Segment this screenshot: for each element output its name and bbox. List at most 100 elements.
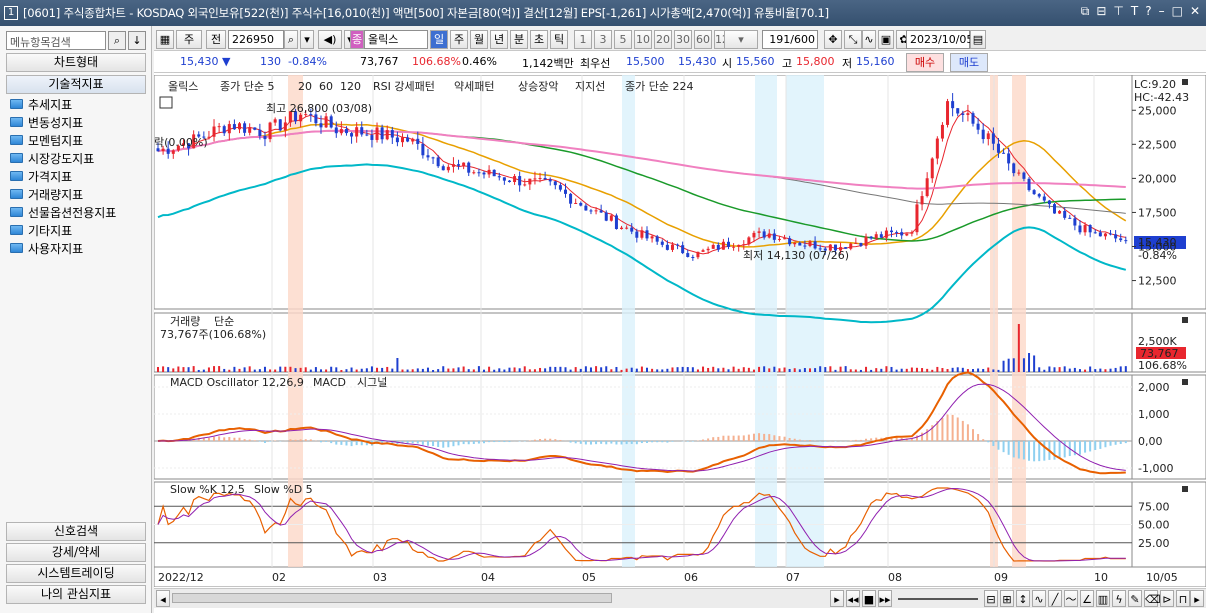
tech-indicators-header[interactable]: 기술적지표	[6, 75, 146, 94]
candle-body	[217, 126, 221, 128]
help-icon[interactable]: ?	[1145, 4, 1152, 18]
panel-close-icon[interactable]	[1182, 486, 1188, 492]
rewind-icon[interactable]: ◂◂	[846, 590, 860, 607]
macd-osc-bar	[1007, 441, 1010, 455]
period-year[interactable]: 년	[490, 30, 508, 49]
macd-osc-bar	[539, 438, 542, 441]
search-icon[interactable]: ⌕	[284, 30, 298, 49]
speaker-icon[interactable]: ◀)	[318, 30, 342, 49]
volume-bar	[951, 367, 954, 372]
save-icon[interactable]: ▣	[878, 30, 894, 49]
panel-close-icon[interactable]	[1182, 317, 1188, 323]
period-tick[interactable]: 틱	[550, 30, 568, 49]
indicator-category-1[interactable]: 추세지표	[6, 95, 146, 113]
bars-icon[interactable]: ▥	[1096, 590, 1110, 607]
zoom-out-icon[interactable]: ⊟	[984, 590, 998, 607]
macd-osc-bar	[727, 435, 730, 441]
interval-60[interactable]: 60	[694, 30, 712, 49]
fit-icon[interactable]: ↕	[1016, 590, 1030, 607]
my-indicators-button[interactable]: 나의 관심지표	[6, 585, 146, 604]
interval-10[interactable]: 10	[634, 30, 652, 49]
volume-bar	[834, 369, 837, 372]
minimize-icon[interactable]: –	[1158, 4, 1165, 18]
interval-3[interactable]: 3	[594, 30, 612, 49]
period-day[interactable]: 일	[430, 30, 448, 49]
angle-icon[interactable]: ∠	[1080, 590, 1094, 607]
maximize-icon[interactable]: □	[1171, 4, 1183, 18]
play-icon[interactable]: ▸	[830, 590, 844, 607]
candle-body	[686, 253, 690, 257]
scroll-left-icon[interactable]: ◂	[156, 590, 170, 607]
strength-button[interactable]: 강세/약세	[6, 543, 146, 562]
zoom-icon[interactable]: ⤡	[844, 30, 862, 49]
trend-icon[interactable]: ∿	[862, 30, 876, 49]
scroll-right-icon[interactable]: ▸	[1190, 590, 1204, 607]
layout-icon[interactable]: ⊟	[1096, 4, 1107, 18]
signal-search-button[interactable]: 신호검색	[6, 522, 146, 541]
stock-chart[interactable]: 올릭스 종가 단순 5 20 60 120 RSI 강세패턴 약세패턴 상승장악…	[154, 75, 1206, 587]
crosshair-icon[interactable]: ✥	[824, 30, 842, 49]
interval-20[interactable]: 20	[654, 30, 672, 49]
chart-type-header[interactable]: 차트형태	[6, 53, 146, 72]
grid-icon[interactable]: ▦	[156, 30, 174, 49]
calendar-icon[interactable]: ▤	[970, 30, 986, 49]
buy-button[interactable]: 매수	[906, 53, 944, 72]
restore-icon[interactable]: ⧉	[1080, 4, 1090, 18]
indicator-category-2[interactable]: 변동성지표	[6, 113, 146, 131]
delete-icon[interactable]: ⌫	[1144, 590, 1161, 607]
text-icon[interactable]: T	[1130, 4, 1139, 18]
sell-button[interactable]: 매도	[950, 53, 988, 72]
line-icon[interactable]: ╱	[1048, 590, 1062, 607]
indicator-category-6[interactable]: 거래량지표	[6, 185, 146, 203]
candle-body	[574, 202, 578, 204]
indicator-category-7[interactable]: 선물옵션전용지표	[6, 203, 146, 221]
pencil-icon[interactable]: ✎	[1128, 590, 1142, 607]
candle-body	[986, 133, 990, 140]
macd-osc-bar	[1012, 441, 1015, 458]
close-icon[interactable]: ✕	[1189, 4, 1200, 18]
period-week[interactable]: 주	[450, 30, 468, 49]
volume-bar	[391, 368, 394, 372]
tag-icon[interactable]: ⊳	[1160, 590, 1174, 607]
period-month[interactable]: 월	[470, 30, 488, 49]
download-icon[interactable]: ↓	[128, 31, 146, 50]
panel-close-icon[interactable]	[1182, 79, 1188, 85]
interval-30[interactable]: 30	[674, 30, 692, 49]
forward-icon[interactable]: ▸▸	[878, 590, 892, 607]
indicator-category-9[interactable]: 사용자지표	[6, 239, 146, 257]
zoom-in-icon[interactable]: ⊞	[1000, 590, 1014, 607]
stock-code-input[interactable]: 226950	[228, 30, 284, 49]
interval-5[interactable]: 5	[614, 30, 632, 49]
zoom-slider[interactable]	[898, 598, 978, 600]
indicator-category-8[interactable]: 기타지표	[6, 221, 146, 239]
candle-body	[879, 234, 883, 238]
interval-select[interactable]: ▾	[724, 30, 758, 49]
system-trading-button[interactable]: 시스템트레이딩	[6, 564, 146, 583]
prev-button[interactable]: 전	[206, 30, 226, 49]
bolt-icon[interactable]: ϟ	[1112, 590, 1126, 607]
candle-body	[232, 124, 236, 130]
period-minute[interactable]: 분	[510, 30, 528, 49]
period-type-select[interactable]: 주	[176, 30, 202, 49]
table-icon[interactable]	[159, 96, 173, 109]
volume-bar	[630, 367, 633, 372]
menu-search-input[interactable]: 메뉴항목검색	[6, 31, 106, 50]
search-icon[interactable]: ⌕	[108, 31, 126, 50]
date-field[interactable]: 2023/10/05	[906, 30, 973, 49]
period-second[interactable]: 초	[530, 30, 548, 49]
indicator-category-3[interactable]: 모멘텀지표	[6, 131, 146, 149]
indicator-category-5[interactable]: 가격지표	[6, 167, 146, 185]
panel-close-icon[interactable]	[1182, 379, 1188, 385]
indicator-category-4[interactable]: 시장강도지표	[6, 149, 146, 167]
curve-icon[interactable]: 〜	[1064, 590, 1078, 607]
volume-bar	[752, 369, 755, 372]
macd-osc-bar	[910, 438, 913, 441]
interval-1[interactable]: 1	[574, 30, 592, 49]
wave-icon[interactable]: ∿	[1032, 590, 1046, 607]
dropdown-icon[interactable]: ▾	[300, 30, 314, 49]
stop-icon[interactable]: ■	[862, 590, 876, 607]
scrollbar-track[interactable]	[172, 593, 612, 603]
data-count-field[interactable]: 191/600	[762, 30, 818, 49]
pin-icon[interactable]: ⊤	[1113, 4, 1124, 18]
lock-icon[interactable]: ⊓	[1176, 590, 1190, 607]
